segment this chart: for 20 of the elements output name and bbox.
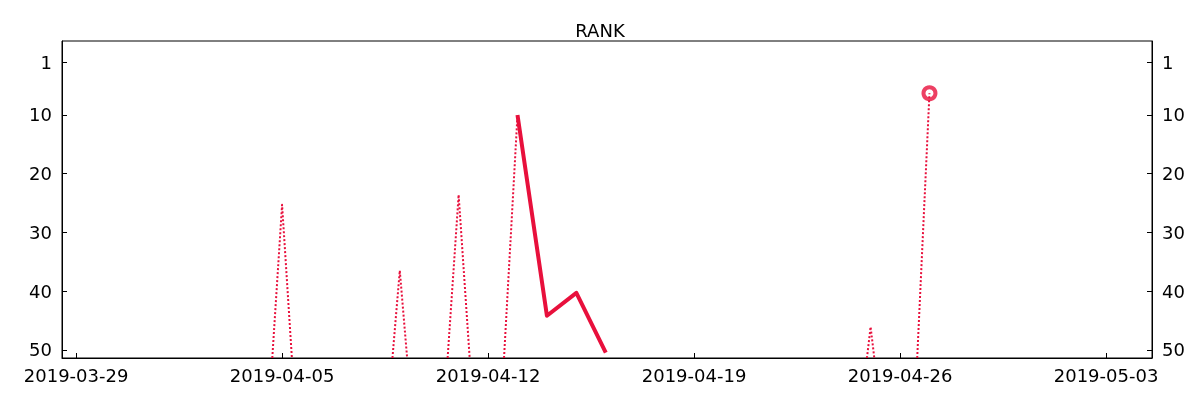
y2-tick-label: 40 (1162, 280, 1185, 302)
y-tick-label: 20 (29, 163, 52, 185)
y-tick-label: 30 (29, 221, 52, 243)
chart-title: RANK (575, 19, 626, 41)
line-series (515, 112, 608, 355)
x-tick-label: 2019-04-26 (847, 364, 953, 386)
x-tick-label: 2019-04-12 (435, 364, 541, 386)
y2-tick-label: 50 (1162, 339, 1185, 361)
y-tick-label: 40 (29, 280, 52, 302)
y2-tick-label: 1 (1162, 51, 1174, 73)
y2-tick-label: 10 (1162, 104, 1185, 126)
x-tick-label: 2019-05-03 (1053, 364, 1159, 386)
y-tick-label: 10 (29, 104, 52, 126)
y-tick-label: 50 (29, 339, 52, 361)
y-tick-label: 1 (40, 51, 52, 73)
x-tick-label: 2019-04-05 (229, 364, 335, 386)
y2-tick-label: 20 (1162, 163, 1185, 185)
x-tick-label: 2019-04-19 (641, 364, 747, 386)
y2-tick-label: 30 (1162, 221, 1185, 243)
x-tick-label: 2019-03-29 (23, 364, 129, 386)
